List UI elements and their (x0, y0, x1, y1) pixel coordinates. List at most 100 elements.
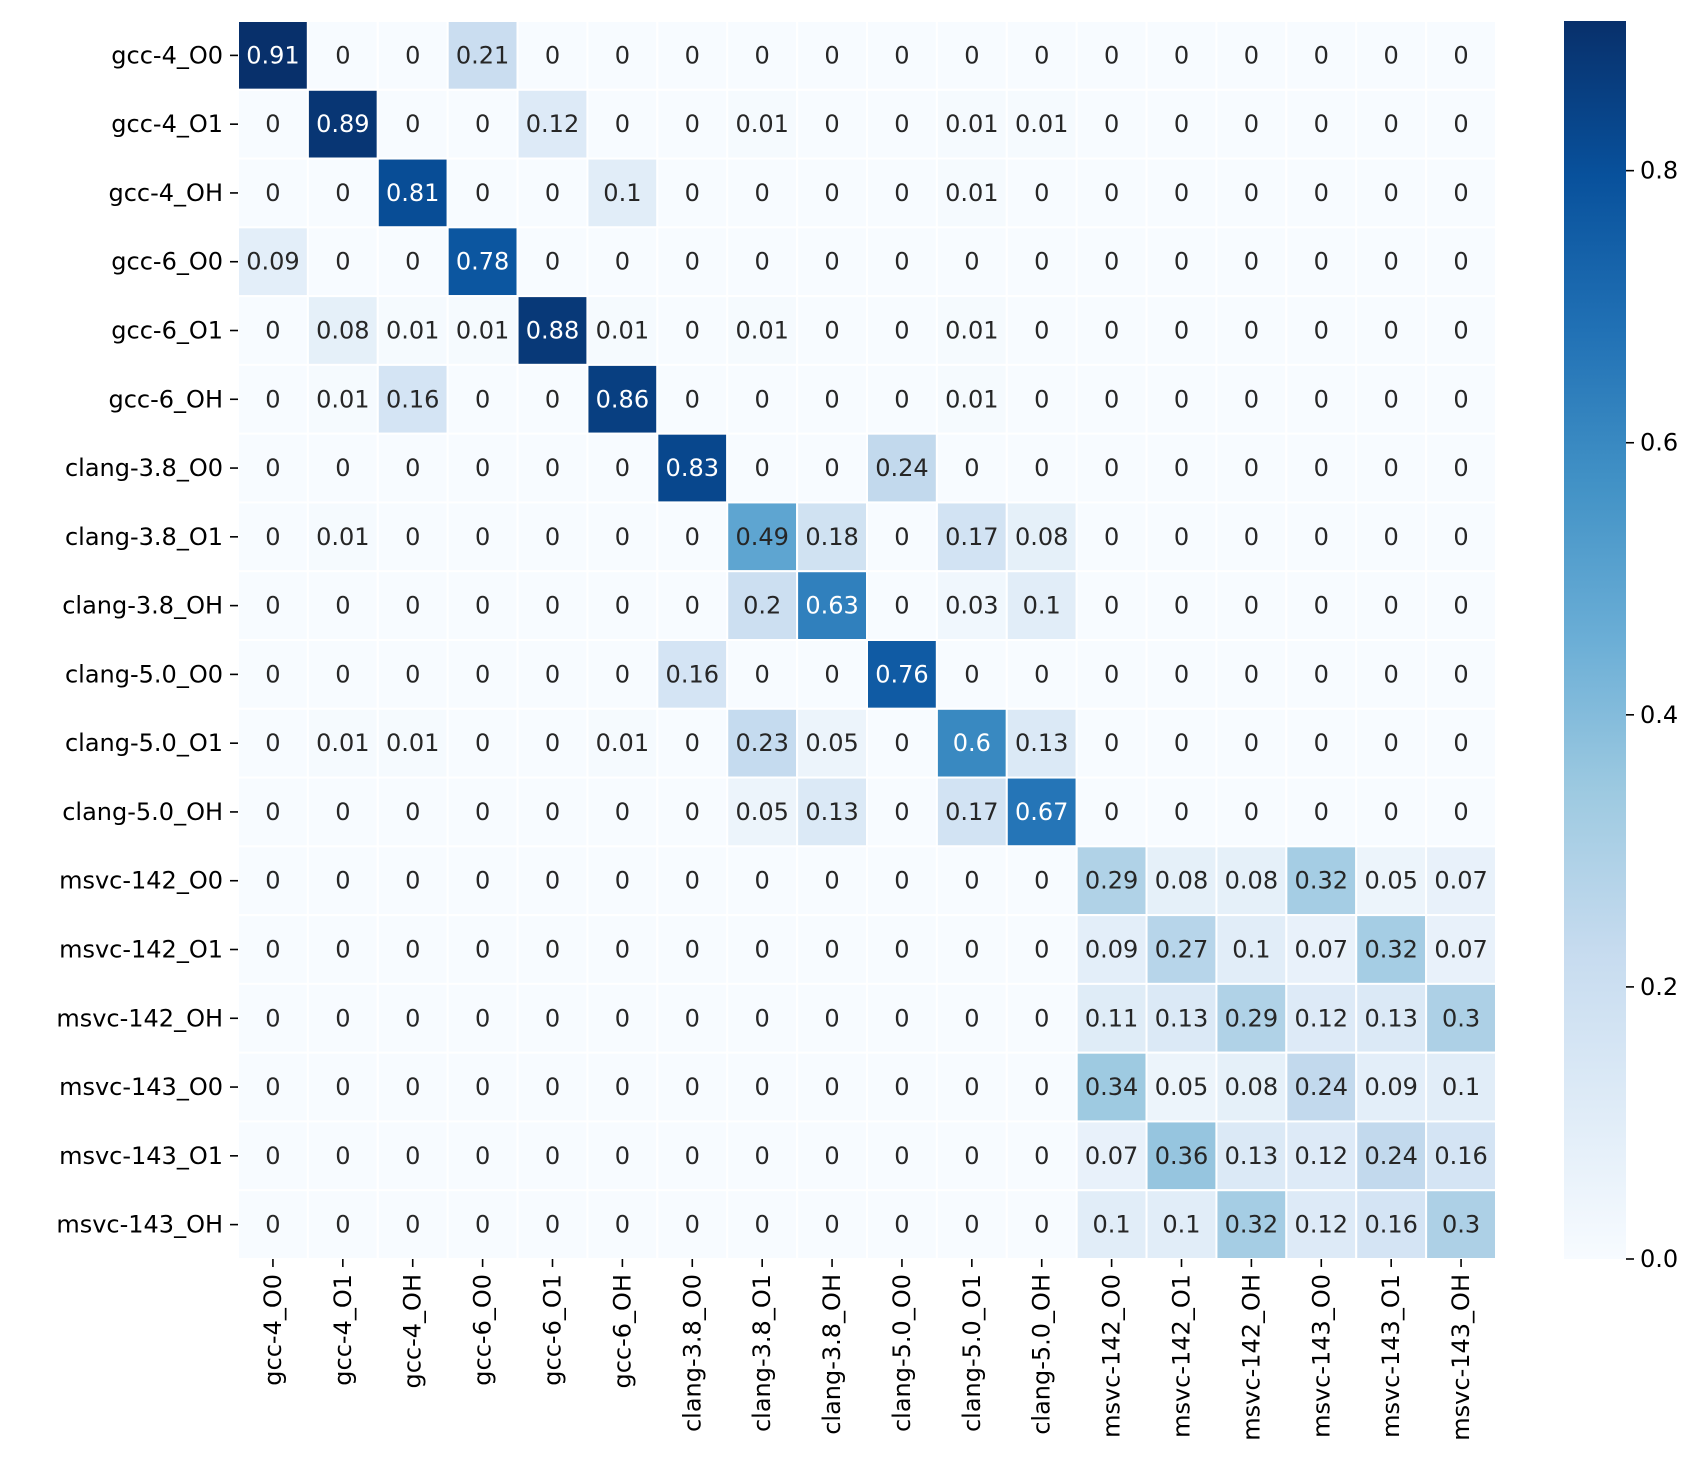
heatmap-cell: 0 (1145, 501, 1218, 573)
heatmap-cell-label: 0 (755, 867, 770, 895)
row-label-clang-3-8-o1: clang-3.8_O1 (65, 523, 223, 551)
heatmap-cell: 0 (446, 501, 519, 573)
heatmap-cell: 0 (935, 914, 1008, 985)
heatmap-cell: 0.29 (1075, 845, 1148, 917)
column-label-gcc-4-o0: gcc-4_O0 (259, 1274, 287, 1386)
heatmap-cell-label: 0.89 (316, 110, 369, 138)
heatmap-cell-label: 0 (475, 592, 490, 620)
heatmap-cell: 0 (1075, 570, 1148, 641)
heatmap-cell-rect (726, 982, 799, 1054)
heatmap-cell-rect (376, 914, 449, 985)
heatmap-cell: 0.27 (1145, 914, 1218, 985)
heatmap-cell-label: 0 (964, 1211, 979, 1239)
heatmap-cell: 0 (1075, 363, 1148, 435)
heatmap-cell-rect (1285, 707, 1358, 779)
heatmap-cell: 0 (796, 845, 868, 917)
heatmap-cell-label: 0 (755, 41, 770, 69)
heatmap-cell: 0 (586, 432, 659, 504)
heatmap-cell-label: 0 (265, 867, 280, 895)
heatmap-cell: 0.08 (1215, 845, 1288, 917)
heatmap-cell-label: 0.63 (805, 592, 858, 620)
heatmap-cell-rect (935, 432, 1008, 504)
heatmap-cell-label: 0 (1453, 179, 1468, 207)
heatmap-cell-rect (446, 982, 519, 1054)
column-label-gcc-4-o1: gcc-4_O1 (329, 1274, 357, 1386)
heatmap-cell-rect (1075, 776, 1148, 848)
heatmap-cell-rect (446, 295, 519, 366)
heatmap-cell: 0.01 (935, 157, 1008, 229)
heatmap-cell: 0 (1425, 295, 1497, 366)
heatmap-cell: 0 (237, 295, 309, 366)
heatmap-cell: 0 (446, 570, 519, 641)
heatmap-cell: 0 (446, 157, 519, 229)
heatmap-cell-label: 0 (615, 1004, 630, 1032)
heatmap-cell-label: 0 (1384, 729, 1399, 757)
heatmap-cell: 0.83 (656, 432, 729, 504)
heatmap-cell-label: 0.36 (1155, 1142, 1208, 1170)
heatmap-cell: 0.18 (796, 501, 868, 573)
heatmap-cell-label: 0 (964, 867, 979, 895)
colorbar: 0.0 0.2 0.4 0.6 0.8 (1564, 21, 1678, 1273)
heatmap-cell-label: 0 (475, 1142, 490, 1170)
heatmap-cell: 0 (656, 88, 729, 160)
heatmap-cell-rect (1285, 1189, 1358, 1260)
heatmap-cell-label: 0 (545, 179, 560, 207)
heatmap-cell: 0.01 (935, 88, 1008, 160)
heatmap-cell-label: 0 (545, 936, 560, 964)
heatmap-cell: 0 (726, 1189, 799, 1260)
heatmap-cell-label: 0 (1104, 798, 1119, 826)
heatmap-cell: 0 (726, 639, 799, 710)
heatmap-cell-label: 0 (1453, 729, 1468, 757)
heatmap-cell-label: 0 (1034, 41, 1049, 69)
heatmap-cell: 0 (237, 1051, 309, 1123)
heatmap-cell-label: 0.17 (945, 798, 998, 826)
heatmap-cell-label: 0 (755, 1211, 770, 1239)
heatmap-cell-label: 0 (685, 729, 700, 757)
heatmap-cell-rect (237, 845, 309, 917)
heatmap-cell-rect (726, 776, 799, 848)
heatmap-cell: 0.13 (1145, 982, 1218, 1054)
heatmap-cell-label: 0 (1244, 41, 1259, 69)
heatmap-cell-rect (1215, 1051, 1288, 1123)
column-label-msvc-142-o1: msvc-142_O1 (1168, 1274, 1196, 1438)
heatmap-cell: 0 (237, 1189, 309, 1260)
heatmap-cell-label: 0 (335, 1073, 350, 1101)
heatmap-cell-label: 0 (1384, 592, 1399, 620)
heatmap-cell-rect (1005, 845, 1078, 917)
heatmap-cell: 0 (796, 295, 868, 366)
heatmap-cell-rect (726, 707, 799, 779)
heatmap-cell-rect (656, 570, 729, 641)
heatmap-cell: 0.1 (1425, 1051, 1497, 1123)
heatmap-cell-rect (1005, 1051, 1078, 1123)
heatmap-cell: 0 (306, 845, 379, 917)
heatmap-cell-rect (516, 570, 589, 641)
heatmap-cell-rect (1425, 639, 1497, 710)
heatmap-cell: 0 (1145, 707, 1218, 779)
heatmap-cell: 0 (376, 570, 449, 641)
heatmap-cell: 0 (1215, 157, 1288, 229)
heatmap-cell: 0 (866, 982, 938, 1054)
heatmap-cell: 0 (796, 363, 868, 435)
heatmap-cell-label: 0 (824, 1142, 839, 1170)
heatmap-cell: 0.1 (1075, 1189, 1148, 1260)
heatmap-cell: 0 (1005, 1051, 1078, 1123)
colorbar-tick-label: 0.8 (1640, 157, 1678, 185)
heatmap-cell-rect (237, 157, 309, 229)
heatmap-cell: 0 (1355, 20, 1428, 91)
heatmap-cell-rect (1005, 570, 1078, 641)
heatmap-cell: 0 (866, 363, 938, 435)
heatmap-cell: 0 (656, 363, 729, 435)
heatmap-cell-label: 0 (1104, 110, 1119, 138)
heatmap-cell-label: 0.18 (805, 523, 858, 551)
heatmap-cell-label: 0 (1034, 1004, 1049, 1032)
heatmap-cell-rect (1005, 432, 1078, 504)
heatmap-cell: 0 (656, 1051, 729, 1123)
heatmap-cell: 0 (1145, 20, 1218, 91)
heatmap-cell: 0 (1285, 363, 1358, 435)
heatmap-cell-rect (796, 1189, 868, 1260)
heatmap-cell-label: 0 (1244, 317, 1259, 345)
heatmap-cell: 0.16 (376, 363, 449, 435)
heatmap-cell-rect (796, 157, 868, 229)
heatmap-cell-rect (796, 1120, 868, 1192)
heatmap-cell: 0 (935, 226, 1008, 298)
